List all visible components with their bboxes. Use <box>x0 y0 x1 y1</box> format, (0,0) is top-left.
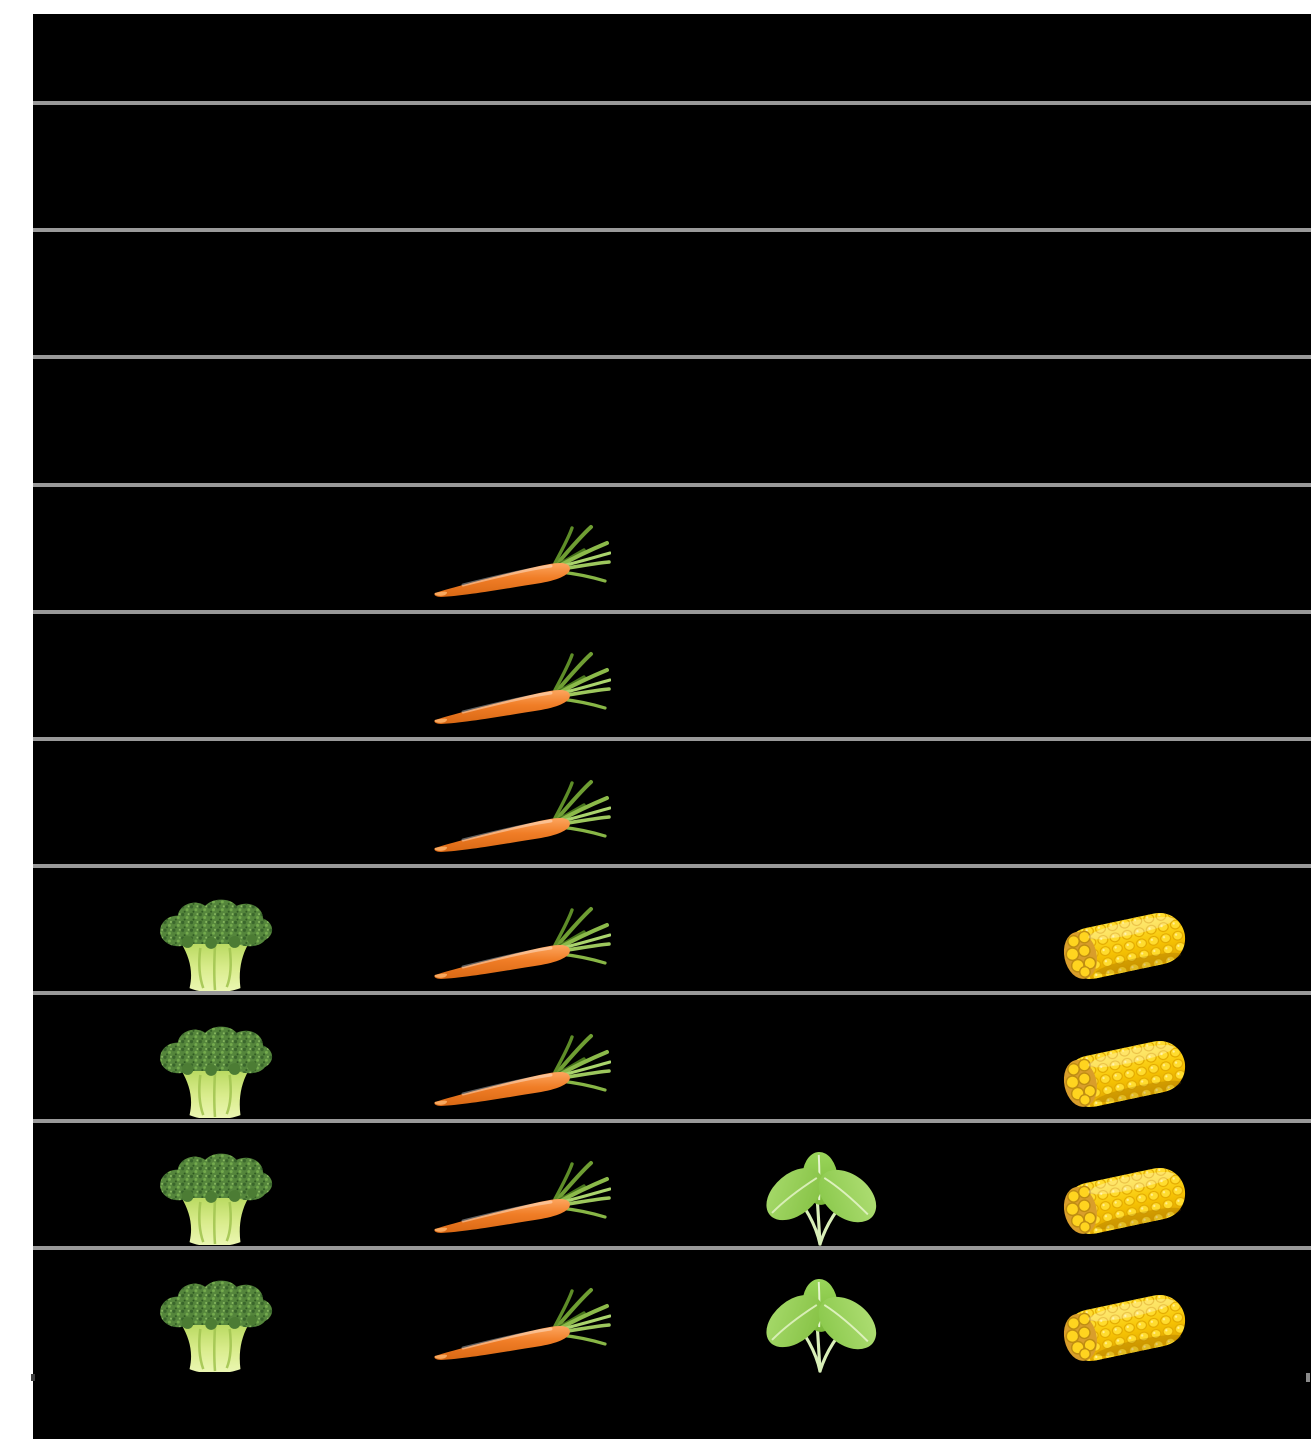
spinach-icon <box>758 1149 882 1247</box>
corn-icon <box>1046 1151 1200 1246</box>
y-axis-tick-right <box>1306 1373 1310 1382</box>
gridline <box>33 355 1311 360</box>
broccoli-icon <box>153 1024 277 1118</box>
gridline <box>33 1118 1311 1123</box>
corn-icon <box>1046 1278 1200 1373</box>
broccoli-icon <box>153 1278 277 1372</box>
gridline <box>33 228 1311 233</box>
carrot-icon <box>429 1031 611 1111</box>
broccoli-icon <box>153 897 277 991</box>
carrot-icon <box>429 904 611 984</box>
gridline <box>33 864 1311 869</box>
gridline <box>33 101 1311 105</box>
carrot-icon <box>429 1285 611 1365</box>
corn-icon <box>1046 896 1200 991</box>
corn-icon <box>1046 1024 1200 1119</box>
spinach-icon <box>758 1276 882 1374</box>
plot-area <box>31 14 1311 1439</box>
gridline <box>33 1245 1311 1250</box>
carrot-icon <box>429 777 611 857</box>
carrot-icon <box>429 649 611 729</box>
carrot-icon <box>429 1158 611 1238</box>
carrot-icon <box>429 522 611 602</box>
broccoli-icon <box>153 1151 277 1245</box>
gridline <box>33 737 1311 741</box>
gridline <box>33 482 1311 487</box>
gridline <box>33 609 1311 614</box>
y-axis-tick-left <box>31 1374 35 1381</box>
gridline <box>33 991 1311 996</box>
